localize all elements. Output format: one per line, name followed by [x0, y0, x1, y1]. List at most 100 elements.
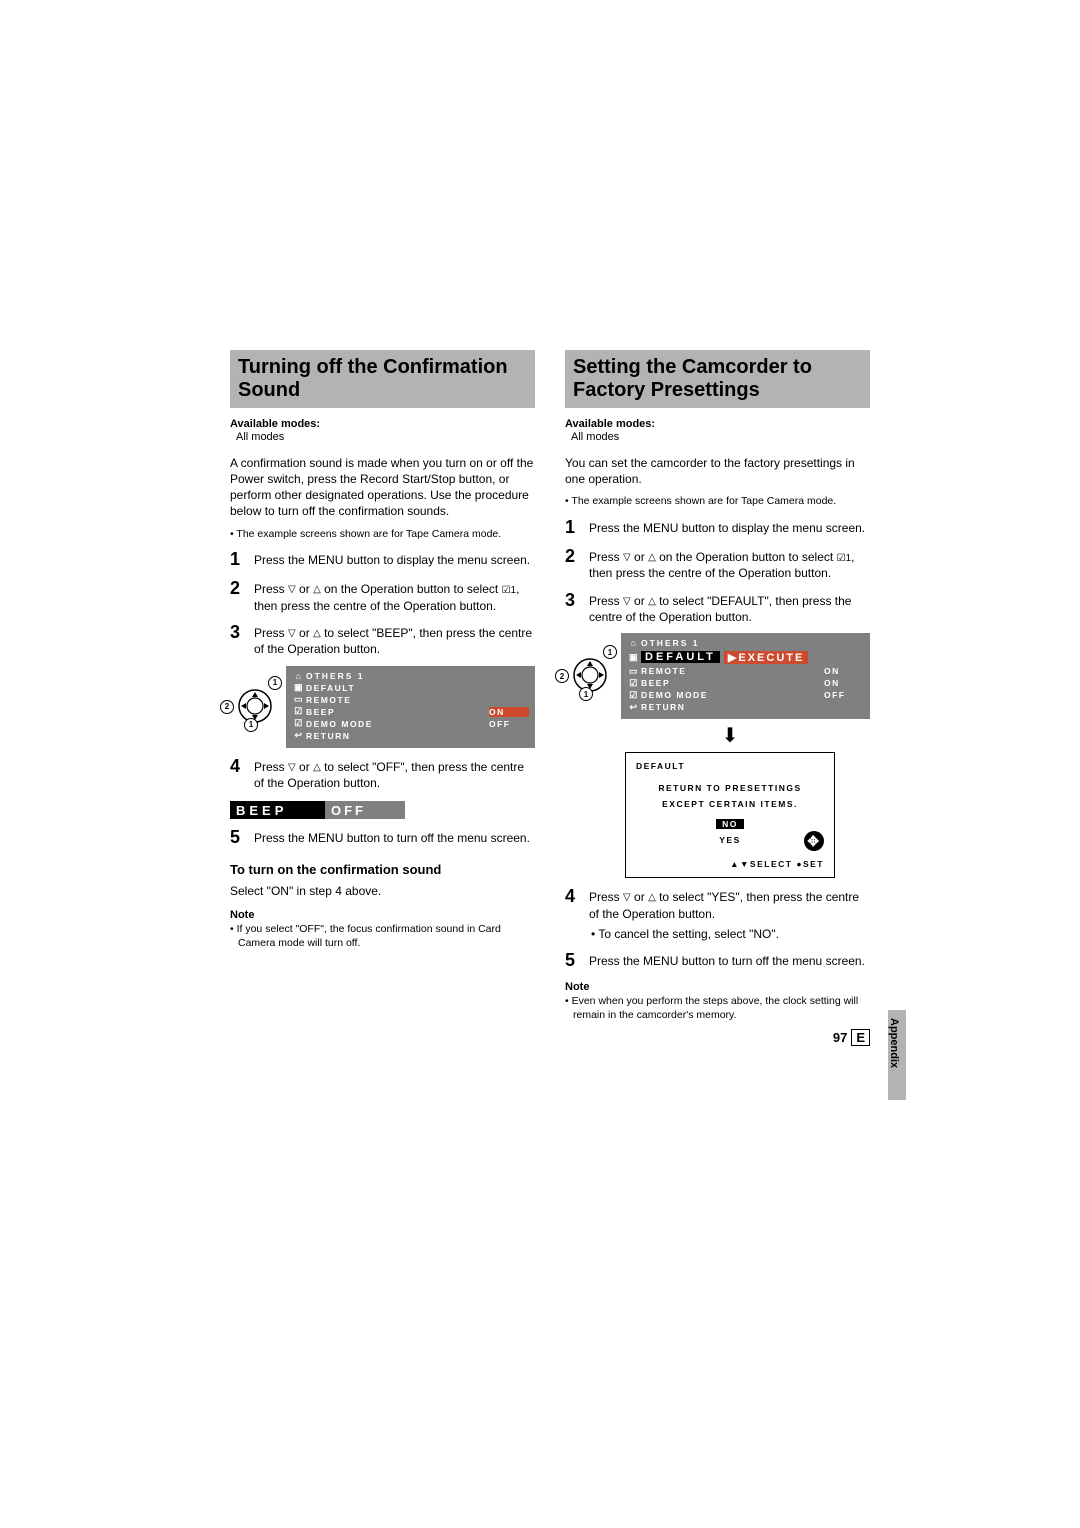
osd-item: REMOTE — [306, 695, 529, 705]
note-body: • If you select "OFF", the focus confirm… — [230, 923, 535, 950]
heading-text: Setting the Camcorder to Factory Presett… — [573, 356, 862, 402]
step-3: 3 Press ▽ or △ to select "BEEP", then pr… — [230, 622, 535, 658]
triangle-up-icon: △ — [313, 627, 321, 641]
camera-icon: ⌂ — [292, 671, 306, 681]
strip-beep-label: BEEP — [230, 801, 325, 819]
default-confirm-dialog: DEFAULT RETURN TO PRESETTINGS EXCEPT CER… — [625, 752, 835, 878]
step-number: 2 — [565, 546, 579, 567]
available-modes-label: Available modes: — [230, 418, 535, 430]
strip-off-label: OFF — [325, 801, 405, 819]
step-number: 1 — [565, 517, 579, 538]
cancel-note: • To cancel the setting, select "NO". — [589, 926, 870, 942]
osd-item: BEEP — [641, 678, 824, 688]
intro-text: A confirmation sound is made when you tu… — [230, 455, 535, 520]
confirm-line2: EXCEPT CERTAIN ITEMS. — [636, 799, 824, 809]
step-number: 5 — [230, 827, 244, 848]
triangle-up-icon: △ — [648, 595, 656, 609]
heading-factory-preset: Setting the Camcorder to Factory Presett… — [565, 350, 870, 408]
step-text: Press ▽ or △ on the Operation button to … — [589, 546, 870, 582]
osd-value: ON — [489, 707, 529, 717]
heading-text: Turning off the Confirmation Sound — [238, 356, 527, 402]
triangle-down-icon: ▽ — [288, 761, 296, 775]
osd-item: RETURN — [306, 731, 529, 741]
intro-text: You can set the camcorder to the factory… — [565, 455, 870, 487]
step-5: 5 Press the MENU button to turn off the … — [565, 950, 870, 971]
osd-item: DEMO MODE — [306, 719, 489, 729]
confirm-yes-option: YES — [636, 835, 824, 845]
check2-icon: ☑ — [627, 690, 641, 701]
confirm-nav-hint: ▲▼SELECT ●SET — [636, 859, 824, 869]
tape-icon: ▣ — [292, 682, 306, 693]
check1-icon: ☑ — [292, 706, 306, 717]
beep-off-strip: BEEP OFF — [230, 801, 535, 819]
down-arrow-icon: ⬇ — [625, 723, 835, 748]
step-number: 4 — [230, 756, 244, 777]
example-note: • The example screens shown are for Tape… — [565, 495, 870, 509]
step-number: 4 — [565, 886, 579, 907]
step-1: 1 Press the MENU button to display the m… — [565, 517, 870, 538]
heading-turning-off: Turning off the Confirmation Sound — [230, 350, 535, 408]
step-text: Press ▽ or △ to select "DEFAULT", then p… — [589, 590, 870, 626]
osd-others-menu-right: 1 2 1 ⌂OTHERS 1 ▣DEFAULT▶EXECUTE ▭REMOTE… — [565, 625, 870, 719]
subheading-turn-on: To turn on the confirmation sound — [230, 862, 535, 877]
available-modes-value: All modes — [236, 430, 535, 445]
triangle-down-icon: ▽ — [623, 551, 631, 565]
card-icon: ▭ — [292, 694, 306, 705]
left-column: Turning off the Confirmation Sound Avail… — [230, 350, 535, 1022]
step-number: 3 — [565, 590, 579, 611]
operation-dial-icon: 1 2 1 — [565, 647, 615, 697]
page-number: 97E — [833, 1029, 870, 1046]
side-label-appendix: Appendix — [888, 1018, 900, 1068]
nav-button-icon: ✥ — [804, 831, 824, 851]
osd-item: DEMO MODE — [641, 690, 824, 700]
osd-others-menu-left: 1 2 1 ⌂OTHERS 1 ▣DEFAULT ▭REMOTE ☑BEEPON… — [230, 658, 535, 748]
triangle-up-icon: △ — [313, 583, 321, 597]
step-number: 5 — [565, 950, 579, 971]
triangle-up-icon: △ — [313, 761, 321, 775]
checkbox-1-icon: ☑1 — [837, 553, 852, 564]
osd-value: ON — [824, 678, 864, 688]
checkbox-1-icon: ☑1 — [502, 585, 517, 596]
lang-badge: E — [851, 1029, 870, 1046]
step-text: Press the MENU button to display the men… — [589, 517, 870, 536]
step-text: Press the MENU button to turn off the me… — [254, 827, 535, 846]
subheading-body: Select "ON" in step 4 above. — [230, 883, 535, 899]
step-number: 2 — [230, 578, 244, 599]
triangle-down-icon: ▽ — [623, 595, 631, 609]
step-number: 3 — [230, 622, 244, 643]
osd-title: OTHERS 1 — [641, 638, 864, 648]
right-column: Setting the Camcorder to Factory Presett… — [565, 350, 870, 1022]
osd-title: OTHERS 1 — [306, 671, 529, 681]
step-3: 3 Press ▽ or △ to select "DEFAULT", then… — [565, 590, 870, 626]
step-2: 2 Press ▽ or △ on the Operation button t… — [230, 578, 535, 614]
confirm-line1: RETURN TO PRESETTINGS — [636, 783, 824, 793]
confirm-no-option: NO — [716, 819, 744, 829]
triangle-up-icon: △ — [648, 551, 656, 565]
operation-dial-icon: 1 2 1 — [230, 678, 280, 728]
step-5: 5 Press the MENU button to turn off the … — [230, 827, 535, 848]
osd-item: BEEP — [306, 707, 489, 717]
confirm-title: DEFAULT — [636, 761, 824, 771]
note-body: • Even when you perform the steps above,… — [565, 995, 870, 1022]
step-2: 2 Press ▽ or △ on the Operation button t… — [565, 546, 870, 582]
osd-highlight-execute: ▶EXECUTE — [724, 651, 808, 664]
example-note: • The example screens shown are for Tape… — [230, 528, 535, 542]
step-text: Press the MENU button to turn off the me… — [589, 950, 870, 969]
osd-value: OFF — [489, 719, 529, 729]
tape-icon: ▣ — [627, 652, 641, 663]
note-label: Note — [230, 909, 535, 921]
check1-icon: ☑ — [627, 678, 641, 689]
osd-value: OFF — [824, 690, 864, 700]
osd-item: RETURN — [641, 702, 864, 712]
step-number: 1 — [230, 549, 244, 570]
step-text: Press ▽ or △ to select "YES", then press… — [589, 886, 870, 942]
triangle-down-icon: ▽ — [623, 891, 631, 905]
return-icon: ↩ — [627, 702, 641, 713]
osd-item: DEFAULT — [306, 683, 529, 693]
available-modes-value: All modes — [571, 430, 870, 445]
card-icon: ▭ — [627, 666, 641, 677]
triangle-up-icon: △ — [648, 891, 656, 905]
step-text: Press the MENU button to display the men… — [254, 549, 535, 568]
osd-value: ON — [824, 666, 864, 676]
step-4: 4 Press ▽ or △ to select "YES", then pre… — [565, 886, 870, 942]
